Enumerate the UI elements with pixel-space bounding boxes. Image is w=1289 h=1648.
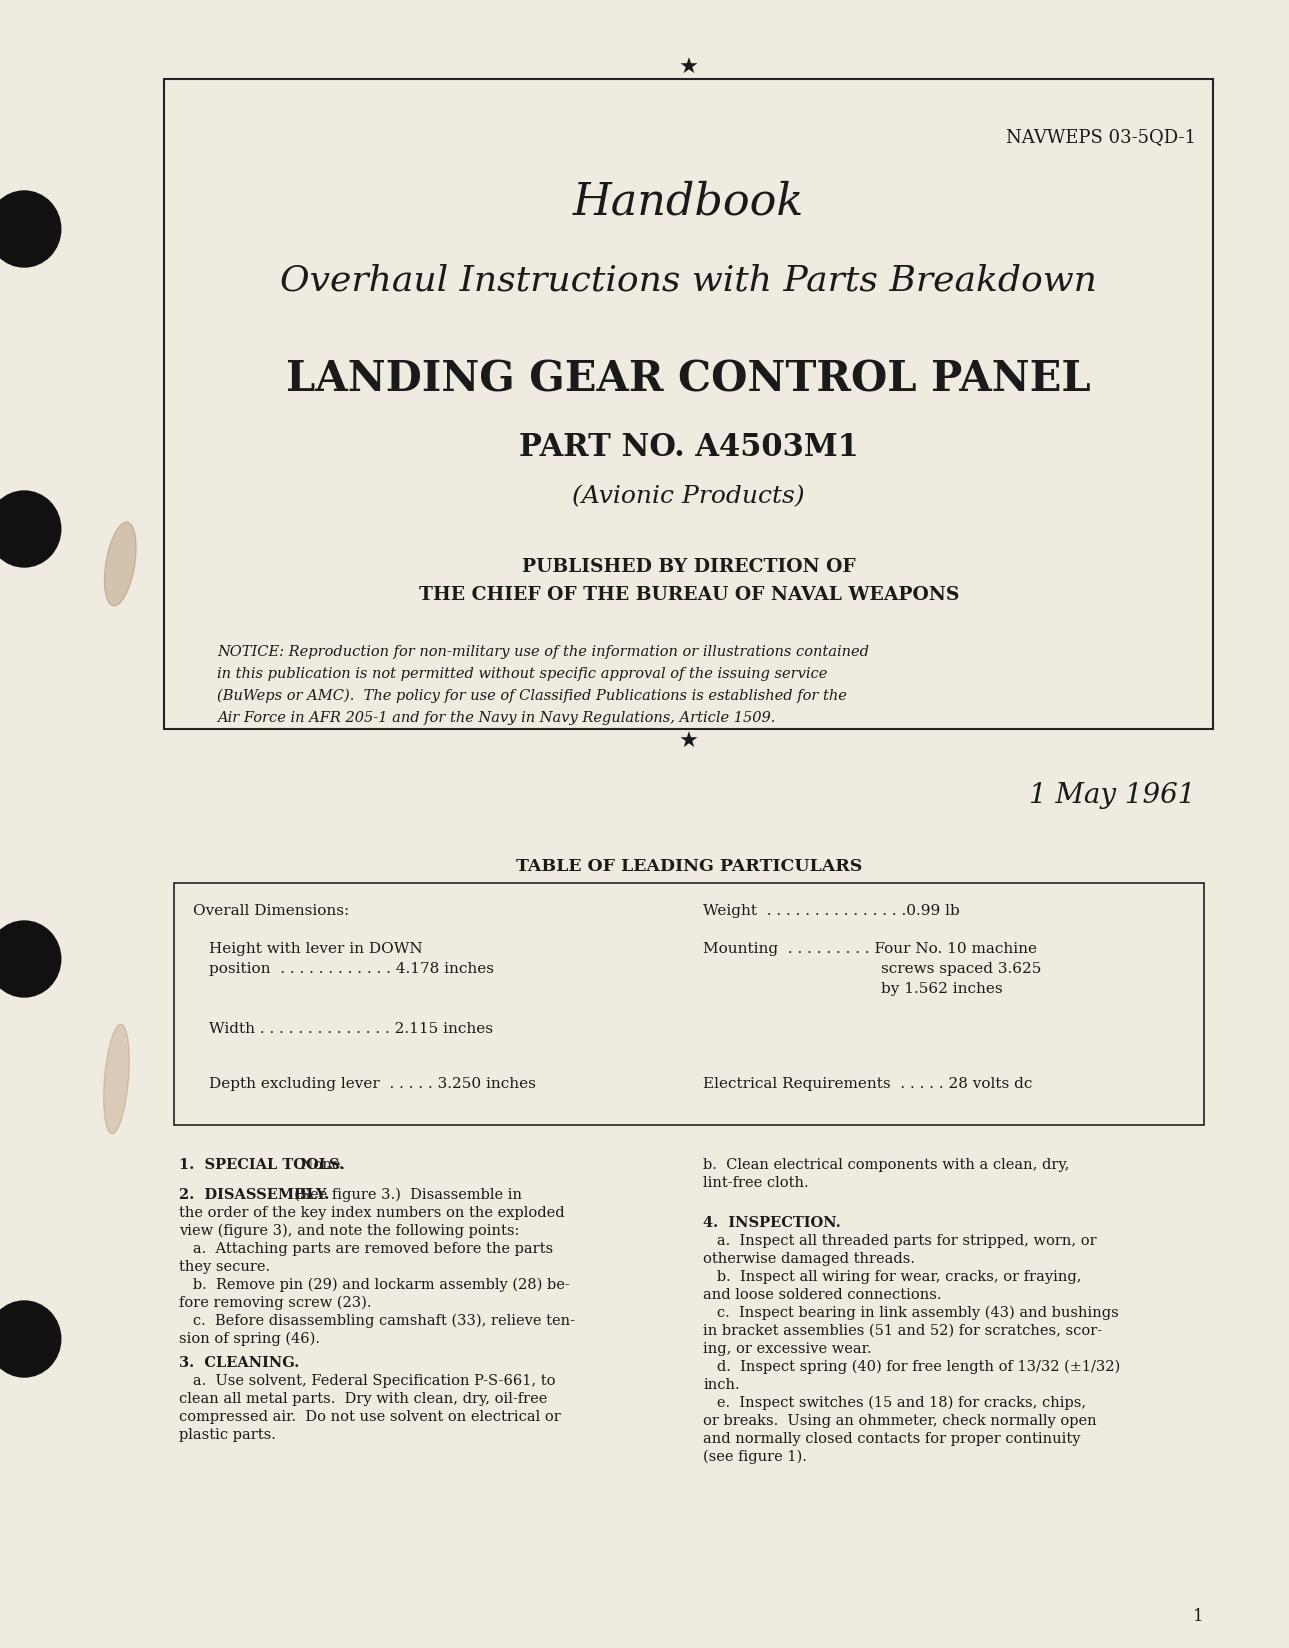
- Text: NOTICE: Reproduction for non-military use of the information or illustrations co: NOTICE: Reproduction for non-military us…: [218, 644, 869, 659]
- Bar: [174, 883, 1204, 1126]
- Text: LANDING GEAR CONTROL PANEL: LANDING GEAR CONTROL PANEL: [286, 358, 1090, 400]
- Text: sion of spring (46).: sion of spring (46).: [179, 1332, 320, 1345]
- Text: c.  Inspect bearing in link assembly (43) and bushings: c. Inspect bearing in link assembly (43)…: [704, 1305, 1119, 1320]
- Text: Mounting  . . . . . . . . . Four No. 10 machine: Mounting . . . . . . . . . Four No. 10 m…: [704, 941, 1038, 956]
- Text: (Avionic Products): (Avionic Products): [572, 485, 806, 508]
- Text: in this publication is not permitted without specific approval of the issuing se: in this publication is not permitted wit…: [218, 666, 828, 681]
- Text: position  . . . . . . . . . . . . 4.178 inches: position . . . . . . . . . . . . 4.178 i…: [209, 961, 494, 976]
- Text: Weight  . . . . . . . . . . . . . . .0.99 lb: Weight . . . . . . . . . . . . . . .0.99…: [704, 903, 960, 918]
- Text: a.  Inspect all threaded parts for stripped, worn, or: a. Inspect all threaded parts for stripp…: [704, 1233, 1097, 1248]
- Text: otherwise damaged threads.: otherwise damaged threads.: [704, 1251, 915, 1266]
- Text: the order of the key index numbers on the exploded: the order of the key index numbers on th…: [179, 1205, 565, 1220]
- Text: PART NO. A4503M1: PART NO. A4503M1: [519, 432, 858, 463]
- Text: ★: ★: [679, 58, 699, 77]
- Text: Handbook: Handbook: [574, 180, 804, 222]
- Text: (BuWeps or AMC).  The policy for use of Classified Publications is established f: (BuWeps or AMC). The policy for use of C…: [218, 689, 847, 704]
- Text: screws spaced 3.625: screws spaced 3.625: [880, 961, 1042, 976]
- Text: NAVWEPS 03-5QD-1: NAVWEPS 03-5QD-1: [1005, 129, 1196, 147]
- Text: TABLE OF LEADING PARTICULARS: TABLE OF LEADING PARTICULARS: [516, 857, 862, 875]
- Text: 1: 1: [1192, 1607, 1204, 1623]
- Text: Electrical Requirements  . . . . . 28 volts dc: Electrical Requirements . . . . . 28 vol…: [704, 1076, 1032, 1091]
- Text: they secure.: they secure.: [179, 1259, 269, 1274]
- Text: c.  Before disassembling camshaft (33), relieve ten-: c. Before disassembling camshaft (33), r…: [179, 1313, 575, 1328]
- Text: b.  Remove pin (29) and lockarm assembly (28) be-: b. Remove pin (29) and lockarm assembly …: [179, 1277, 570, 1292]
- Text: ★: ★: [679, 732, 699, 751]
- Text: Overall Dimensions:: Overall Dimensions:: [193, 903, 349, 918]
- Text: 1.  SPECIAL TOOLS.: 1. SPECIAL TOOLS.: [179, 1157, 344, 1172]
- Text: None.: None.: [296, 1157, 345, 1172]
- Text: 2.  DISASSEMBLY.: 2. DISASSEMBLY.: [179, 1187, 329, 1201]
- Text: compressed air.  Do not use solvent on electrical or: compressed air. Do not use solvent on el…: [179, 1409, 561, 1424]
- Text: d.  Inspect spring (40) for free length of 13/32 (±1/32): d. Inspect spring (40) for free length o…: [704, 1360, 1120, 1373]
- Text: PUBLISHED BY DIRECTION OF: PUBLISHED BY DIRECTION OF: [522, 557, 856, 575]
- Text: b.  Inspect all wiring for wear, cracks, or fraying,: b. Inspect all wiring for wear, cracks, …: [704, 1269, 1081, 1284]
- Circle shape: [0, 191, 61, 269]
- Ellipse shape: [103, 1025, 129, 1134]
- Text: (see figure 1).: (see figure 1).: [704, 1449, 807, 1463]
- Text: b.  Clean electrical components with a clean, dry,: b. Clean electrical components with a cl…: [704, 1157, 1070, 1172]
- Text: 4.  INSPECTION.: 4. INSPECTION.: [704, 1215, 840, 1229]
- Text: in bracket assemblies (51 and 52) for scratches, scor-: in bracket assemblies (51 and 52) for sc…: [704, 1323, 1102, 1337]
- Text: Height with lever in DOWN: Height with lever in DOWN: [209, 941, 423, 956]
- Text: (See figure 3.)  Disassemble in: (See figure 3.) Disassemble in: [285, 1187, 522, 1201]
- Text: and normally closed contacts for proper continuity: and normally closed contacts for proper …: [704, 1430, 1080, 1445]
- Text: 3.  CLEANING.: 3. CLEANING.: [179, 1355, 299, 1369]
- Text: e.  Inspect switches (15 and 18) for cracks, chips,: e. Inspect switches (15 and 18) for crac…: [704, 1396, 1087, 1409]
- Circle shape: [0, 1302, 61, 1378]
- Text: THE CHIEF OF THE BUREAU OF NAVAL WEAPONS: THE CHIEF OF THE BUREAU OF NAVAL WEAPONS: [419, 585, 959, 603]
- Text: ing, or excessive wear.: ing, or excessive wear.: [704, 1341, 871, 1355]
- Text: Overhaul Instructions with Parts Breakdown: Overhaul Instructions with Parts Breakdo…: [281, 262, 1097, 297]
- Circle shape: [0, 491, 61, 567]
- Text: Depth excluding lever  . . . . . 3.250 inches: Depth excluding lever . . . . . 3.250 in…: [209, 1076, 535, 1091]
- Text: a.  Attaching parts are removed before the parts: a. Attaching parts are removed before th…: [179, 1241, 553, 1256]
- Text: and loose soldered connections.: and loose soldered connections.: [704, 1287, 942, 1302]
- Text: view (figure 3), and note the following points:: view (figure 3), and note the following …: [179, 1223, 519, 1238]
- Text: inch.: inch.: [704, 1378, 740, 1391]
- Ellipse shape: [104, 522, 137, 606]
- Bar: [165, 81, 1213, 730]
- Text: or breaks.  Using an ohmmeter, check normally open: or breaks. Using an ohmmeter, check norm…: [704, 1412, 1097, 1427]
- Text: by 1.562 inches: by 1.562 inches: [880, 982, 1003, 995]
- Text: 1 May 1961: 1 May 1961: [1030, 781, 1196, 809]
- Circle shape: [0, 921, 61, 997]
- Text: Width . . . . . . . . . . . . . . 2.115 inches: Width . . . . . . . . . . . . . . 2.115 …: [209, 1022, 492, 1035]
- Text: plastic parts.: plastic parts.: [179, 1427, 276, 1440]
- Text: lint-free cloth.: lint-free cloth.: [704, 1175, 808, 1190]
- Text: Air Force in AFR 205-1 and for the Navy in Navy Regulations, Article 1509.: Air Force in AFR 205-1 and for the Navy …: [218, 710, 776, 725]
- Text: clean all metal parts.  Dry with clean, dry, oil-free: clean all metal parts. Dry with clean, d…: [179, 1391, 548, 1406]
- Text: a.  Use solvent, Federal Specification P-S-661, to: a. Use solvent, Federal Specification P-…: [179, 1373, 556, 1388]
- Text: fore removing screw (23).: fore removing screw (23).: [179, 1295, 371, 1310]
